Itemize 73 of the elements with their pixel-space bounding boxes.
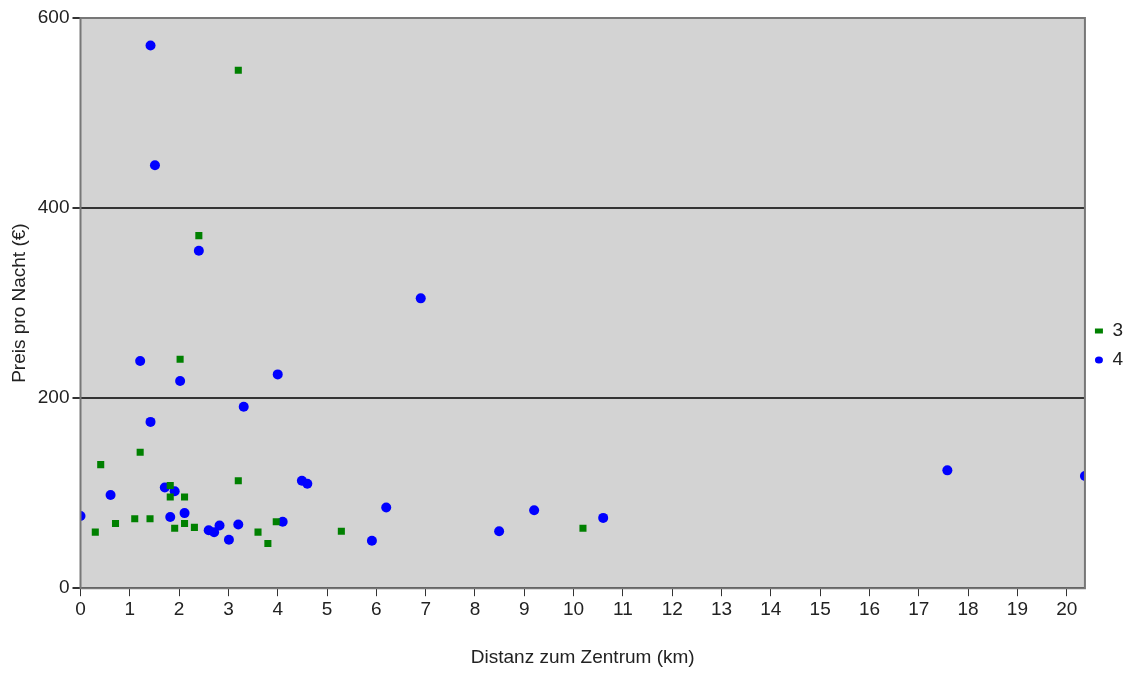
point [97,461,105,469]
legend-label: 4 [1112,348,1124,370]
x-tick-label: 5 [321,597,333,619]
x-tick-label: 9 [519,597,530,619]
point [105,490,116,501]
x-tick-label: 1 [124,597,136,619]
x-tick-label: 4 [272,597,284,619]
point [166,493,174,501]
point [381,502,392,513]
point [91,528,99,536]
point [195,232,203,240]
point [598,512,609,523]
x-tick-label: 8 [469,597,481,619]
point [181,520,189,528]
y-tick-label: 600 [37,6,70,28]
point [145,40,156,51]
x-tick-label: 14 [760,597,782,619]
x-tick-label: 18 [957,597,979,619]
x-tick-label: 6 [371,597,382,619]
point [337,527,345,535]
x-tick-label: 17 [908,597,930,619]
point [238,401,249,412]
point [171,524,179,532]
point [579,524,587,532]
point [272,369,283,380]
point [302,478,313,489]
x-tick-label: 15 [809,597,831,619]
point [415,293,426,304]
x-tick-label: 0 [75,597,86,619]
point [135,356,146,367]
point [146,515,154,523]
point [181,493,189,501]
point [942,465,953,476]
point [193,245,204,256]
x-tick-label: 13 [710,597,733,619]
x-tick-label: 16 [858,597,881,619]
point [272,518,280,526]
point [234,477,242,485]
point [366,535,377,546]
point [254,528,262,536]
point [149,160,160,171]
x-axis-title: Distanz zum Zentrum (km) [470,645,695,667]
y-tick-label: 400 [37,196,70,218]
x-tick-label: 10 [563,597,585,619]
point [131,515,139,523]
point [136,448,144,456]
point [190,523,198,531]
point [223,534,234,545]
point [179,508,190,519]
point [175,376,186,387]
point [264,540,272,548]
point [209,527,220,538]
legend-label: 3 [1112,319,1124,341]
x-tick-label: 19 [1006,597,1028,619]
point [234,66,242,74]
x-tick-label: 3 [223,597,234,619]
point [529,505,540,516]
x-tick-label: 11 [613,597,633,619]
point [111,520,120,528]
y-tick-label: 200 [37,386,70,408]
x-tick-label: 20 [1056,597,1078,619]
point [494,526,505,537]
y-tick-label: 0 [58,576,70,598]
point [145,416,156,427]
point [214,520,225,531]
point [176,355,184,363]
point [166,482,174,490]
x-tick-label: 7 [420,597,431,619]
point [233,519,244,530]
x-tick-label: 2 [173,597,185,619]
x-tick-label: 12 [661,597,683,619]
y-axis-title: Preis pro Nacht (€) [7,223,29,383]
point [165,511,176,522]
